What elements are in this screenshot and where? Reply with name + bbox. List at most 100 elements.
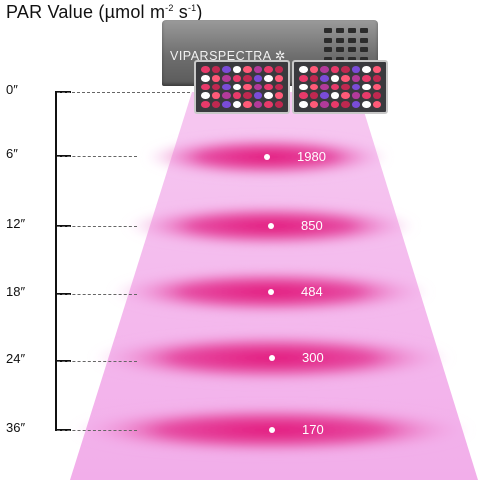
brand-logo: VIPARSPECTRA ✲ <box>170 49 286 63</box>
led-diode <box>372 83 381 91</box>
led-diode <box>309 101 318 108</box>
beam-cone <box>70 92 478 480</box>
vent-grille-icon <box>324 28 368 62</box>
led-diode <box>232 74 241 82</box>
par-value-label: 850 <box>301 218 323 233</box>
led-diode <box>201 83 210 91</box>
dashed-guide-line <box>57 361 137 362</box>
led-diode <box>372 74 381 82</box>
led-diode <box>201 101 210 108</box>
measurement-point-icon <box>269 355 275 361</box>
led-diode <box>253 74 262 82</box>
led-diode <box>243 74 252 82</box>
title-close: ) <box>196 2 203 22</box>
led-diode <box>299 74 308 82</box>
led-diode <box>264 66 273 73</box>
dashed-guide-line <box>57 226 137 227</box>
par-value-label: 1980 <box>297 149 326 164</box>
led-diode <box>362 101 371 108</box>
led-diode <box>253 92 262 100</box>
led-diode <box>330 83 339 91</box>
led-diode <box>211 66 220 73</box>
led-panel-left <box>194 60 290 114</box>
led-diode <box>351 101 360 108</box>
led-diode <box>299 83 308 91</box>
title-exponent-2: -1 <box>187 3 197 13</box>
led-diode <box>341 101 350 108</box>
led-diode <box>351 66 360 73</box>
dashed-guide-line <box>57 294 137 295</box>
led-diode <box>243 92 252 100</box>
par-value-label: 484 <box>301 284 323 299</box>
led-diode <box>274 66 283 73</box>
led-diode <box>372 66 381 73</box>
led-diode <box>264 74 273 82</box>
dashed-guide-line <box>57 156 137 157</box>
distance-label: 12″ <box>6 216 26 231</box>
led-diode <box>274 74 283 82</box>
grow-light-fixture: VIPARSPECTRA ✲ <box>162 20 388 114</box>
led-diode <box>222 74 231 82</box>
led-diode <box>243 66 252 73</box>
led-diode <box>274 101 283 108</box>
led-diode <box>320 66 329 73</box>
led-diode <box>264 83 273 91</box>
led-diode <box>341 74 350 82</box>
led-diode <box>264 92 273 100</box>
led-diode <box>309 83 318 91</box>
led-diode <box>211 74 220 82</box>
led-diode <box>330 66 339 73</box>
led-diode <box>372 92 381 100</box>
par-value-label: 300 <box>302 350 324 365</box>
measurement-point-icon <box>268 289 274 295</box>
led-diode <box>222 66 231 73</box>
led-diode <box>362 74 371 82</box>
led-diode <box>341 92 350 100</box>
led-diode <box>299 101 308 108</box>
led-diode <box>309 66 318 73</box>
led-diode <box>309 74 318 82</box>
led-diode <box>201 92 210 100</box>
led-diode <box>201 74 210 82</box>
title-mid: s <box>173 2 188 22</box>
chart-title: PAR Value (µmol m-2 s-1) <box>6 2 203 23</box>
measurement-point-icon <box>269 427 275 433</box>
title-text: PAR Value (µmol m <box>6 2 166 22</box>
par-value-label: 170 <box>302 422 324 437</box>
distance-label: 0″ <box>6 82 18 97</box>
led-diode <box>362 83 371 91</box>
led-diode <box>362 66 371 73</box>
led-diode <box>351 92 360 100</box>
led-diode <box>222 83 231 91</box>
measurement-point-icon <box>268 223 274 229</box>
dashed-guide-line <box>57 92 190 93</box>
led-diode <box>264 101 273 108</box>
led-diode <box>320 101 329 108</box>
led-diode <box>243 101 252 108</box>
led-diode <box>232 101 241 108</box>
led-diode <box>222 101 231 108</box>
led-diode <box>320 74 329 82</box>
led-diode <box>351 74 360 82</box>
led-diode <box>299 66 308 73</box>
led-diode <box>211 101 220 108</box>
led-diode <box>274 92 283 100</box>
led-diode <box>309 92 318 100</box>
led-diode <box>372 101 381 108</box>
led-diode <box>341 83 350 91</box>
led-panel-right <box>292 60 388 114</box>
led-diode <box>232 92 241 100</box>
led-diode <box>320 92 329 100</box>
led-diode <box>253 101 262 108</box>
led-diode <box>253 66 262 73</box>
distance-scale-line <box>55 92 57 430</box>
distance-label: 36″ <box>6 420 26 435</box>
led-diode <box>299 92 308 100</box>
led-diode <box>243 83 252 91</box>
distance-label: 18″ <box>6 284 26 299</box>
led-diode <box>211 83 220 91</box>
led-diode <box>320 83 329 91</box>
led-diode <box>341 66 350 73</box>
led-diode <box>330 101 339 108</box>
led-diode <box>222 92 231 100</box>
